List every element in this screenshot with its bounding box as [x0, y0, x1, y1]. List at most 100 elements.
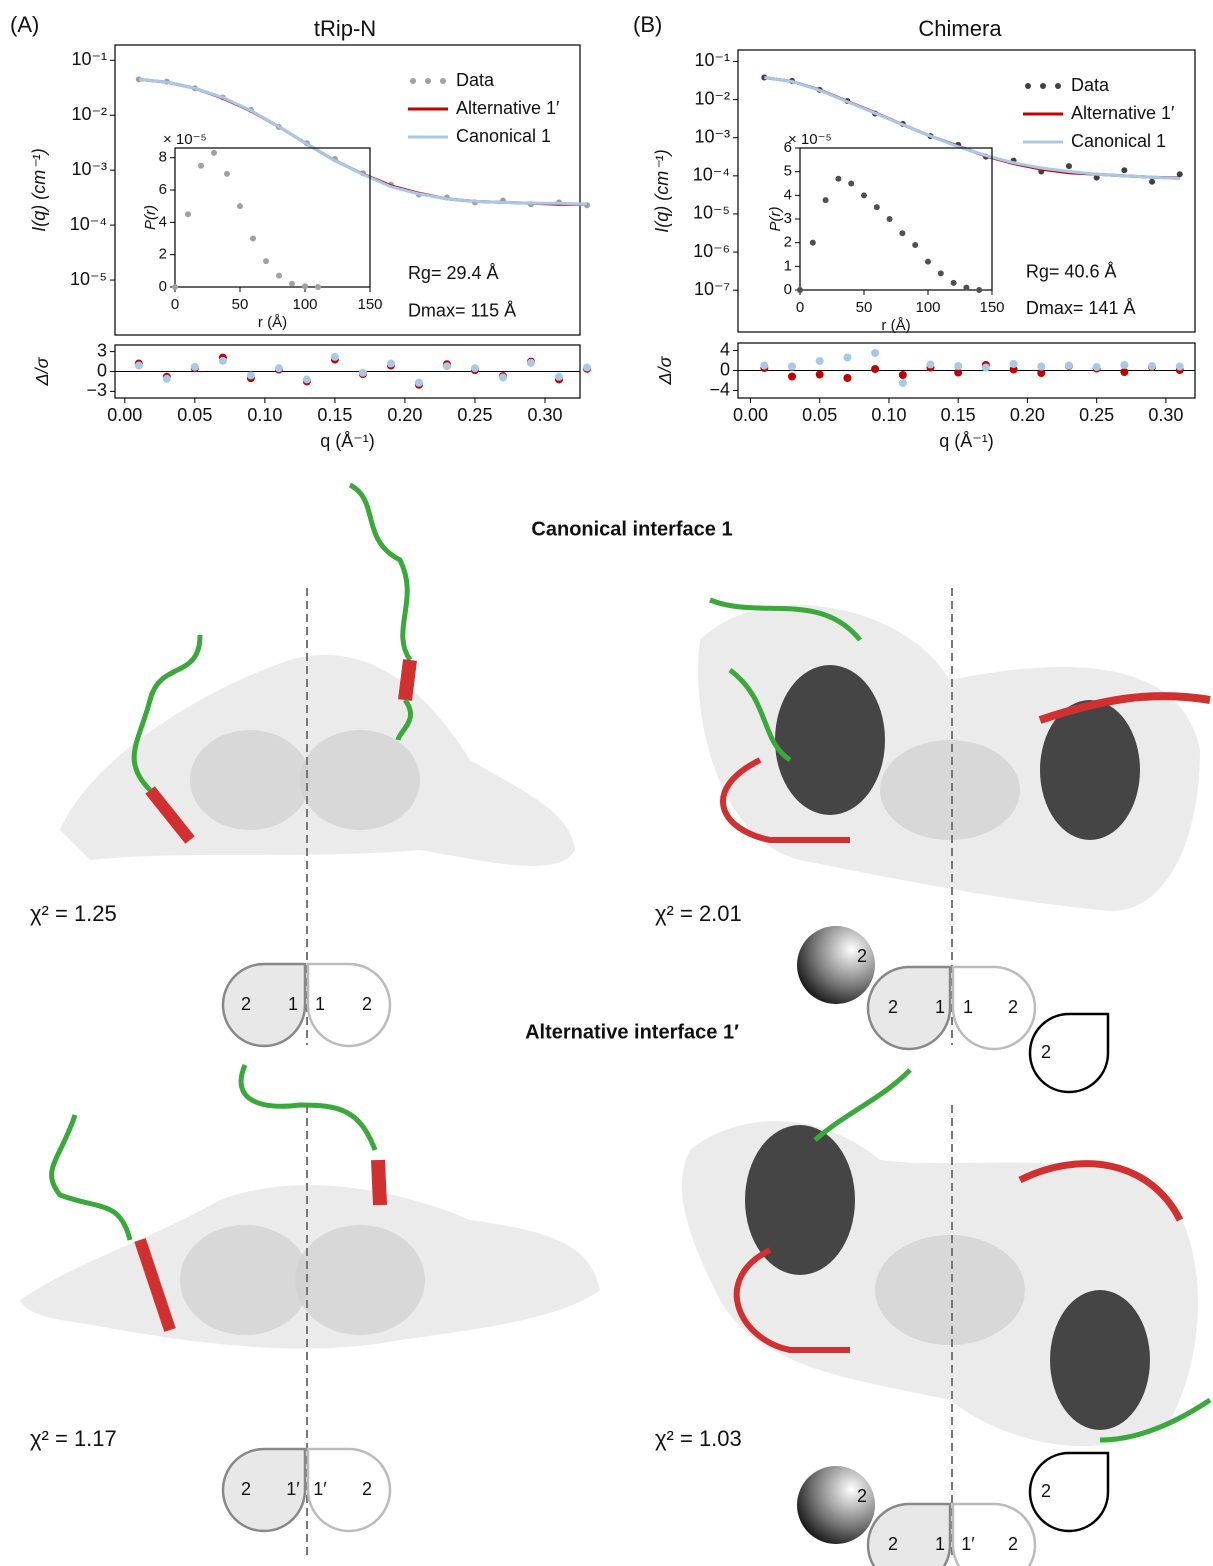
x-tick-label: 0.15 [317, 405, 352, 425]
data-point [1009, 360, 1018, 368]
data-point [873, 204, 880, 211]
legend-swatch [440, 78, 446, 84]
domain-label: 2 [1041, 1042, 1051, 1062]
y-tick-label: 3 [97, 340, 107, 360]
chart-line: 10⁻¹ 10⁻² 10⁻³ 10⁻⁴ 10⁻⁵ Data Alternative 1′ Ca… [29, 44, 591, 336]
domain-label: 2 [857, 946, 867, 966]
x-axis-label: r (Å) [881, 317, 910, 334]
data-point [276, 272, 282, 279]
data-point [1149, 178, 1156, 185]
x-tick-label: 0.15 [941, 405, 976, 425]
data-point [1093, 174, 1100, 181]
domain-shape [306, 962, 392, 1048]
domain-label: 2 [888, 1534, 898, 1554]
x-tick-label: 150 [979, 299, 1004, 316]
data-point [886, 216, 893, 222]
data-point [198, 162, 204, 169]
data-point [211, 149, 217, 156]
x-tick-label: 0.20 [387, 405, 422, 425]
y-axis-label: Δ/σ [655, 355, 675, 385]
legend-label: Canonical 1 [456, 126, 551, 146]
chart-scatter: 30−30.00 0.05 0.10 0.15 0.20 0.25 0.30 Δ/σ q (Å⁻… [32, 340, 592, 451]
data-point [583, 363, 592, 372]
data-point [981, 363, 990, 372]
y-tick-label: 10⁻⁵ [693, 203, 730, 223]
x-tick-label: 0.05 [177, 405, 212, 425]
data-point [912, 242, 919, 249]
data-point [172, 284, 178, 290]
chart-line: 10⁻¹ 10⁻² 10⁻³ 10⁻⁴ 10⁻⁵ 10⁻⁶ 10⁻⁷ Data Alternat… [652, 49, 1196, 333]
axis-multiplier: × 10⁻⁵ [163, 131, 207, 148]
data-point [835, 175, 842, 182]
chi-square: χ² = 1.25 [30, 901, 117, 926]
x-tick-label: 100 [915, 299, 940, 316]
data-point [788, 362, 797, 371]
data-point [386, 359, 395, 368]
domain-label: 2 [1041, 1481, 1051, 1501]
data-point [237, 203, 243, 210]
data-point [315, 284, 321, 290]
x-tick-label: 100 [292, 296, 317, 313]
x-axis-label: q (Å⁻¹) [320, 431, 375, 451]
domain-label: 1 [935, 997, 945, 1017]
annotation: Dmax= 115 Å [408, 301, 516, 321]
y-tick-label: 0 [720, 359, 730, 379]
x-tick-label: 0 [171, 296, 179, 313]
x-tick-label: 0.00 [733, 405, 768, 425]
x-tick-label: 50 [232, 296, 249, 313]
domain-label: 1 [288, 994, 298, 1014]
x-tick-label: 0.10 [247, 405, 282, 425]
y-tick-label: 10⁻² [694, 88, 730, 108]
x-tick-label: 50 [856, 299, 873, 316]
legend-label: Alternative 1′ [456, 98, 560, 118]
legend-swatch [1055, 83, 1061, 89]
y-tick-label: 4 [720, 339, 730, 359]
data-point [1064, 361, 1073, 370]
section-title: Canonical interface 1 [531, 518, 732, 540]
structure-alternative-b [681, 1068, 1212, 1447]
data-point [190, 362, 199, 371]
y-tick-label: 10⁻¹ [694, 50, 730, 70]
domain-shape [951, 965, 1037, 1051]
y-tick-label: 2 [159, 246, 167, 263]
data-point [822, 197, 829, 204]
y-tick-label: 10⁻⁴ [70, 214, 107, 234]
x-tick-label: 0.30 [527, 405, 562, 425]
plot-frame [174, 147, 371, 288]
y-tick-label: −4 [709, 379, 730, 399]
y-tick-label: 10⁻⁶ [693, 241, 730, 261]
y-tick-label: 1 [784, 257, 792, 274]
x-tick-label: 0.20 [1010, 405, 1045, 425]
plot-frame [737, 49, 1196, 333]
annotation: Dmax= 141 Å [1026, 298, 1136, 318]
data-point [263, 258, 269, 265]
y-tick-label: 4 [159, 213, 167, 230]
domain-shape [866, 965, 952, 1051]
y-tick-label: 8 [159, 149, 167, 166]
data-point [925, 258, 931, 265]
annotation: Rg= 29.4 Å [408, 263, 499, 283]
chi-square: χ² = 1.17 [30, 1426, 117, 1451]
data-point [498, 373, 507, 382]
x-axis-label: r (Å) [258, 314, 287, 331]
data-point [898, 371, 907, 379]
data-point [843, 353, 852, 362]
legend-swatch [1040, 83, 1046, 89]
y-axis-label: Δ/σ [32, 356, 52, 386]
data-point [843, 374, 852, 382]
data-point [224, 170, 230, 177]
domain-sphere [797, 926, 875, 1004]
annotation: Rg= 40.6 Å [1026, 262, 1117, 282]
data-point [963, 284, 970, 291]
x-tick-label: 0 [796, 299, 804, 316]
data-point [1121, 167, 1128, 174]
panel-label: (A) [10, 12, 39, 37]
x-tick-label: 0.25 [457, 405, 492, 425]
data-point [926, 360, 935, 369]
data-point [1120, 361, 1129, 369]
domain-shape [221, 962, 307, 1048]
data-point [809, 239, 816, 246]
data-point [1176, 171, 1183, 178]
data-point [134, 361, 143, 370]
